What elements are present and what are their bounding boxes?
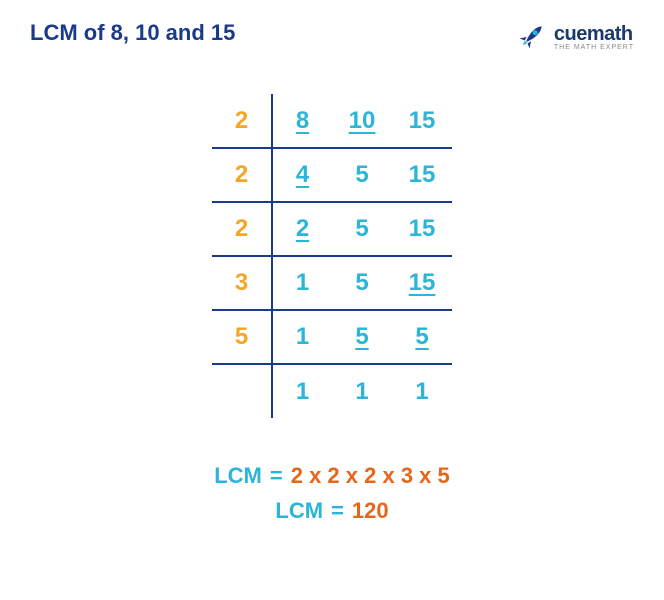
divisor-cell: 5 [212,310,272,364]
value-cell: 15 [392,148,452,202]
table-row: 24515 [212,148,452,202]
result-expression: 2 x 2 x 2 x 3 x 5 [291,458,450,493]
divisor-cell: 3 [212,256,272,310]
rocket-icon [514,20,548,54]
value-cell: 10 [332,94,392,148]
result-eq: = [331,493,344,528]
result-value: 120 [352,493,389,528]
divisor-cell: 2 [212,148,272,202]
value-cell: 15 [392,94,452,148]
value-cell: 5 [332,310,392,364]
logo-main-text: cuemath [554,23,633,46]
table-row: 5155 [212,310,452,364]
divisor-cell: 2 [212,94,272,148]
value-cell: 1 [392,364,452,418]
value-cell: 1 [332,364,392,418]
result-label: LCM [275,493,323,528]
value-cell: 1 [272,310,332,364]
lcm-division-table: 2810152451522515315155155111 [212,94,452,418]
value-cell: 1 [272,256,332,310]
value-cell: 15 [392,256,452,310]
table-row: 111 [212,364,452,418]
divisor-cell: 2 [212,202,272,256]
page-title: LCM of 8, 10 and 15 [30,20,235,46]
value-cell: 4 [272,148,332,202]
table-row: 31515 [212,256,452,310]
value-cell: 1 [272,364,332,418]
table-row: 281015 [212,94,452,148]
result-eq: = [270,458,283,493]
value-cell: 5 [332,256,392,310]
value-cell: 2 [272,202,332,256]
value-cell: 8 [272,94,332,148]
table-row: 22515 [212,202,452,256]
value-cell: 5 [392,310,452,364]
brand-logo: cuemath THE MATH EXPERT [514,20,634,54]
value-cell: 5 [332,202,392,256]
divisor-cell [212,364,272,418]
result-block: LCM = 2 x 2 x 2 x 3 x 5 LCM = 120 [30,458,634,528]
result-label: LCM [214,458,262,493]
value-cell: 15 [392,202,452,256]
logo-sub-text: THE MATH EXPERT [554,44,634,51]
value-cell: 5 [332,148,392,202]
